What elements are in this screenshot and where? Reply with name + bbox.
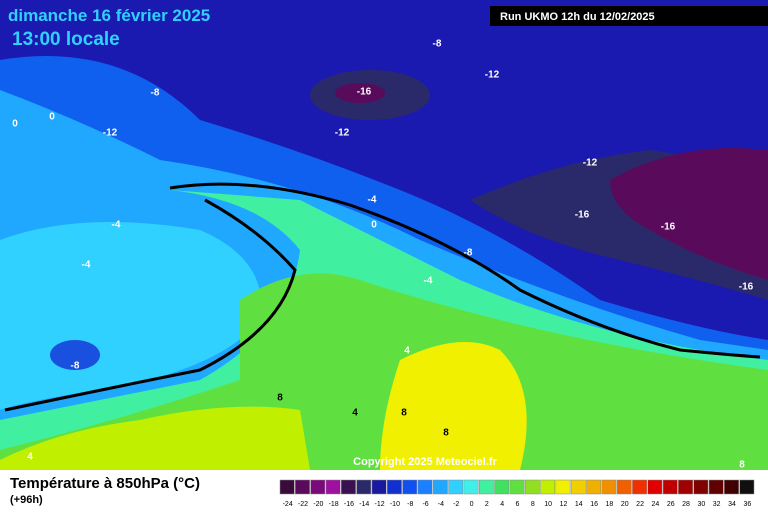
legend-label: 0 (470, 501, 474, 508)
lead-time: (+96h) (10, 494, 43, 506)
legend-swatch (448, 479, 464, 495)
contour-label: -12 (485, 70, 500, 81)
contour-label: 4 (404, 346, 410, 357)
legend-label: 12 (560, 501, 568, 508)
legend-swatch (678, 479, 693, 495)
legend-swatch (478, 479, 494, 495)
legend-label: -4 (438, 501, 444, 508)
legend-label: -6 (422, 501, 428, 508)
legend-swatch (601, 479, 617, 495)
contour-label: -8 (464, 248, 473, 259)
legend-label: 6 (516, 501, 520, 508)
contour-label: 4 (352, 408, 358, 419)
parameter: Température à 850hPa (°C) (10, 475, 200, 492)
contour-label: -12 (583, 158, 598, 169)
legend-label: -20 (313, 501, 323, 508)
legend-swatch (540, 479, 556, 495)
legend-label: 10 (544, 501, 552, 508)
contour-label: -4 (368, 195, 377, 206)
legend-label: 4 (500, 501, 504, 508)
legend-swatch (616, 479, 632, 495)
legend-label: -14 (359, 501, 369, 508)
legend-label: -18 (329, 501, 339, 508)
legend-label: 24 (652, 501, 660, 508)
legend-label: -16 (344, 501, 354, 508)
contour-label: 0 (12, 119, 18, 130)
contour-label: -4 (112, 220, 121, 231)
contour-label: -4 (82, 260, 91, 271)
legend-swatch (509, 479, 525, 495)
legend-swatch (647, 479, 663, 495)
run-info: Run UKMO 12h du 12/02/2025 (500, 11, 655, 23)
legend-swatch (494, 479, 510, 495)
contour-label: -12 (103, 128, 118, 139)
legend-swatch (555, 479, 571, 495)
legend-swatch (463, 479, 479, 495)
legend-label: -12 (375, 501, 385, 508)
copyright: Copyright 2025 Meteociel.fr (353, 456, 497, 468)
legend-swatch (693, 479, 709, 495)
contour-label: 0 (49, 112, 55, 123)
legend-label: 36 (743, 501, 751, 508)
legend-swatch (341, 479, 356, 495)
legend-label: -10 (390, 501, 400, 508)
legend-label: 32 (713, 501, 721, 508)
contour-label: -4 (424, 276, 433, 287)
legend-label: -24 (283, 501, 293, 508)
legend-swatch (662, 479, 678, 495)
contour-label: 8 (277, 393, 283, 404)
contour-label: -8 (151, 88, 160, 99)
contour-label: 8 (739, 460, 745, 471)
legend-label: 18 (606, 501, 614, 508)
legend-label: 22 (636, 501, 644, 508)
map (0, 0, 768, 470)
contour-label: -16 (661, 222, 676, 233)
legend-swatch (402, 479, 418, 495)
time: 13:00 locale (12, 29, 120, 50)
legend-label: 8 (531, 501, 535, 508)
legend-label: -2 (453, 501, 459, 508)
legend-swatch (295, 479, 310, 495)
legend-swatch (632, 479, 647, 495)
legend-swatch (310, 479, 326, 495)
contour-label: -8 (433, 39, 442, 50)
contour-label: 0 (371, 220, 377, 231)
legend-swatch (739, 479, 755, 495)
legend-swatch (432, 479, 448, 495)
contour-label: -16 (739, 282, 754, 293)
contour-label: -12 (335, 128, 350, 139)
legend-swatch (417, 479, 433, 495)
legend-label: 16 (590, 501, 598, 508)
legend-swatch (371, 479, 387, 495)
contour-label: 4 (27, 452, 33, 463)
contour-label: 8 (443, 428, 449, 439)
legend-swatch (279, 479, 295, 495)
legend-label: 28 (682, 501, 690, 508)
legend-swatch (708, 479, 724, 495)
legend-swatch (524, 479, 540, 495)
title: dimanche 16 février 2025 (8, 6, 210, 25)
legend-swatch (325, 479, 341, 495)
contour-label: -8 (71, 361, 80, 372)
legend-label: -8 (407, 501, 413, 508)
legend-swatch (356, 479, 372, 495)
legend-label: 30 (697, 501, 705, 508)
legend-label: -22 (298, 501, 308, 508)
contour-label: 8 (401, 408, 407, 419)
legend-swatch (387, 479, 402, 495)
legend-swatch (586, 479, 602, 495)
legend-swatch (570, 479, 586, 495)
legend-swatch (724, 479, 739, 495)
contour-label: -16 (575, 210, 590, 221)
legend-label: 26 (667, 501, 675, 508)
legend-label: 14 (575, 501, 583, 508)
legend-label: 2 (485, 501, 489, 508)
legend-label: 20 (621, 501, 629, 508)
legend-label: 34 (728, 501, 736, 508)
contour-label: -16 (357, 87, 372, 98)
